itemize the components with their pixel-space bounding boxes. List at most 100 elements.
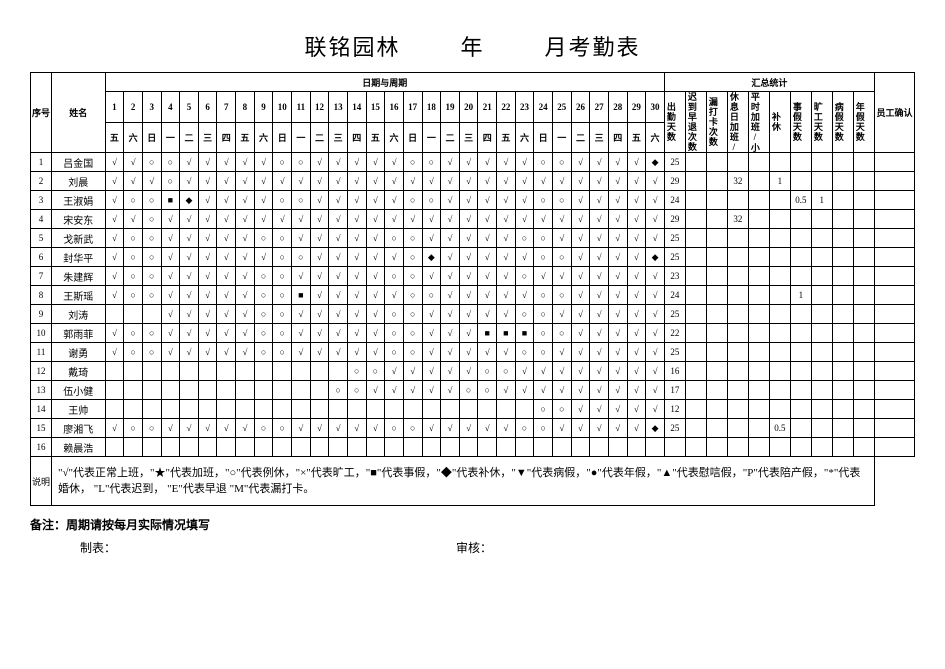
cell-day: √ [366,343,385,362]
cell-stat [685,229,706,248]
cell-stat [706,229,727,248]
cell-day: √ [347,324,366,343]
cell-day: √ [497,286,516,305]
attendance-table: 序号 姓名 日期与周期 汇总统计 员工确认 123456789101112131… [30,72,915,506]
cell-day: √ [571,324,590,343]
cell-day: ○ [534,153,553,172]
cell-day: √ [534,267,553,286]
title-company: 联铭园林 [304,35,400,60]
cell-day: √ [571,191,590,210]
cell-day: ○ [403,286,422,305]
cell-name: 吕金国 [51,153,105,172]
header-day-5: 5 [180,92,199,123]
cell-day [329,400,348,419]
cell-day: √ [292,267,311,286]
cell-day: ○ [142,153,161,172]
cell-day: √ [441,286,460,305]
cell-day: √ [422,419,441,438]
cell-stat [685,286,706,305]
cell-day [310,381,329,400]
header-day-23: 23 [515,92,534,123]
cell-day: √ [571,286,590,305]
cell-day [403,400,422,419]
cell-day: √ [590,172,609,191]
cell-day: √ [180,248,199,267]
cell-day: √ [571,419,590,438]
cell-day: √ [180,172,199,191]
cell-day: ○ [366,362,385,381]
cell-day: √ [422,267,441,286]
cell-day: √ [459,343,478,362]
cell-stat [790,324,811,343]
cell-confirm [874,400,914,419]
cell-stat: 0.5 [790,191,811,210]
cell-day [161,400,180,419]
cell-index: 12 [31,362,52,381]
cell-confirm [874,229,914,248]
cell-day: √ [497,419,516,438]
cell-day: √ [366,248,385,267]
cell-day: √ [608,362,627,381]
cell-day [254,362,273,381]
cell-day: ○ [273,153,292,172]
cell-index: 2 [31,172,52,191]
cell-name: 朱建辉 [51,267,105,286]
cell-stat: 24 [664,286,685,305]
cell-name: 廖湘飞 [51,419,105,438]
header-weekday-1: 六 [124,122,143,153]
cell-day: √ [459,191,478,210]
cell-stat [853,229,874,248]
cell-day: √ [385,248,404,267]
header-weekday-22: 六 [515,122,534,153]
cell-day: ○ [534,191,553,210]
cell-day: √ [571,305,590,324]
cell-day: √ [310,324,329,343]
cell-stat [748,172,769,191]
cell-stat [832,400,853,419]
cell-stat [853,419,874,438]
cell-day: ■ [515,324,534,343]
cell-day: ○ [552,324,571,343]
cell-stat [769,153,790,172]
cell-day: ○ [534,229,553,248]
header-day-22: 22 [497,92,516,123]
cell-day: √ [590,324,609,343]
cell-stat [853,210,874,229]
table-row: 4宋安东√√○√√√√√√√√√√√√√√√√√√√√√√√√√√√2932 [31,210,915,229]
header-stat-9: 年假天数 [853,92,874,153]
cell-day [552,438,571,457]
cell-day: √ [608,248,627,267]
cell-day: √ [441,305,460,324]
cell-day: √ [347,343,366,362]
cell-stat: 1 [790,286,811,305]
cell-stat: 32 [727,210,748,229]
cell-stat [832,343,853,362]
cell-stat [769,343,790,362]
cell-stat [853,248,874,267]
cell-day [217,362,236,381]
cell-day: √ [534,210,553,229]
cell-stat [748,248,769,267]
cell-day [273,438,292,457]
table-body: 1吕金国√√○○√√√√√○○√√√√√○○√√√√√○○√√√√◆252刘晨√… [31,153,915,457]
cell-stat [811,305,832,324]
cell-day: ○ [292,153,311,172]
cell-day [273,400,292,419]
cell-day: √ [608,324,627,343]
cell-stat [727,153,748,172]
cell-day: ○ [124,229,143,248]
cell-confirm [874,438,914,457]
cell-index: 14 [31,400,52,419]
cell-day [124,400,143,419]
header-day-15: 15 [366,92,385,123]
cell-stat: 1 [811,191,832,210]
cell-day: ○ [459,381,478,400]
cell-stat [748,286,769,305]
cell-day: √ [310,419,329,438]
cell-day [608,438,627,457]
cell-day [142,305,161,324]
cell-day [590,438,609,457]
cell-day: √ [180,153,199,172]
cell-day [347,438,366,457]
cell-day: √ [590,400,609,419]
